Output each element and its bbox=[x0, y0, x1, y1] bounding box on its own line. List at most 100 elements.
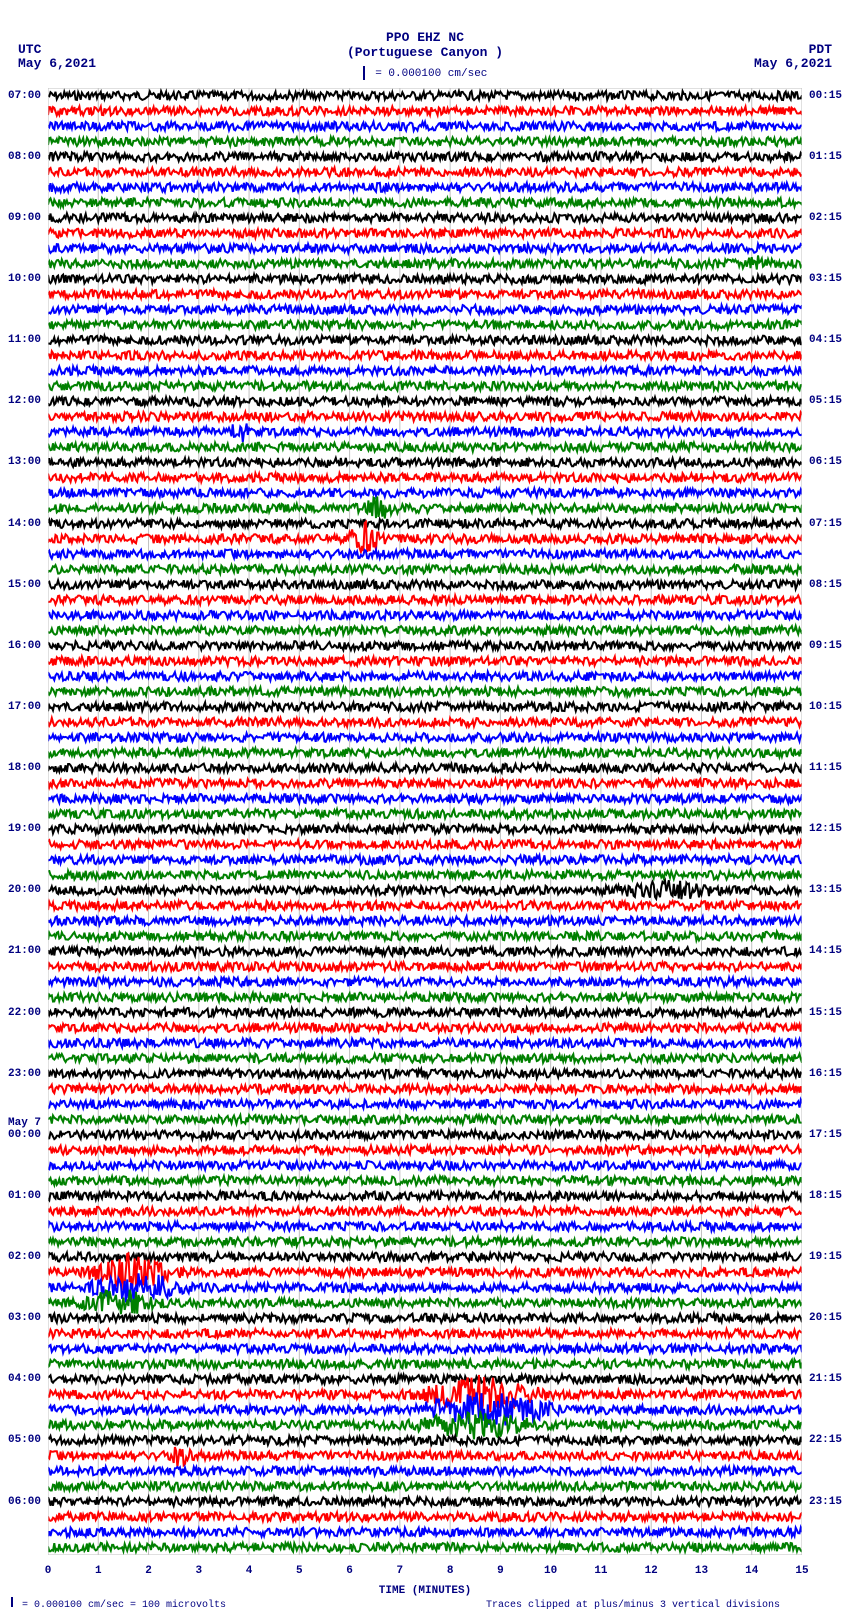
trace-64 bbox=[48, 1069, 802, 1078]
x-tick-label: 6 bbox=[346, 1565, 353, 1577]
right-time-label: 12:15 bbox=[809, 823, 842, 835]
trace-60 bbox=[48, 1008, 802, 1017]
trace-48 bbox=[48, 825, 802, 834]
trace-15 bbox=[48, 320, 802, 329]
trace-20 bbox=[48, 397, 802, 406]
x-axis: 0123456789101112131415 bbox=[48, 1561, 802, 1581]
trace-89 bbox=[48, 1447, 802, 1467]
trace-46 bbox=[48, 794, 802, 803]
trace-6 bbox=[48, 183, 802, 192]
right-time-label: 15:15 bbox=[809, 1007, 842, 1019]
trace-19 bbox=[48, 382, 802, 391]
x-tick-label: 0 bbox=[45, 1565, 52, 1577]
right-time-label: 00:15 bbox=[809, 90, 842, 102]
plot-area bbox=[48, 88, 802, 1555]
left-time-label: 19:00 bbox=[8, 823, 41, 835]
trace-49 bbox=[48, 840, 802, 849]
right-time-label: 08:15 bbox=[809, 579, 842, 591]
trace-26 bbox=[48, 489, 802, 498]
trace-29 bbox=[48, 522, 802, 552]
trace-25 bbox=[48, 473, 802, 482]
right-time-label: 04:15 bbox=[809, 334, 842, 346]
footer-left-text: = 0.000100 cm/sec = 100 microvolts bbox=[22, 1600, 226, 1611]
right-time-label: 06:15 bbox=[809, 456, 842, 468]
trace-57 bbox=[48, 962, 802, 971]
trace-67 bbox=[48, 1115, 802, 1124]
trace-1 bbox=[48, 106, 802, 115]
trace-17 bbox=[48, 351, 802, 360]
trace-33 bbox=[48, 595, 802, 604]
trace-82 bbox=[48, 1344, 802, 1353]
left-time-label: 18:00 bbox=[8, 762, 41, 774]
trace-34 bbox=[48, 611, 802, 620]
trace-0 bbox=[48, 91, 802, 100]
left-time-label: 01:00 bbox=[8, 1190, 41, 1202]
left-time-label: 13:00 bbox=[8, 456, 41, 468]
trace-62 bbox=[48, 1039, 802, 1048]
trace-50 bbox=[48, 855, 802, 864]
trace-65 bbox=[48, 1084, 802, 1093]
trace-18 bbox=[48, 366, 802, 375]
trace-80 bbox=[48, 1314, 802, 1323]
trace-2 bbox=[48, 122, 802, 131]
left-time-label: 15:00 bbox=[8, 579, 41, 591]
right-time-label: 11:15 bbox=[809, 762, 842, 774]
trace-13 bbox=[48, 290, 802, 299]
trace-87 bbox=[48, 1413, 802, 1440]
trace-47 bbox=[48, 809, 802, 818]
right-time-label: 07:15 bbox=[809, 518, 842, 530]
trace-16 bbox=[48, 336, 802, 345]
trace-22 bbox=[48, 424, 802, 443]
trace-51 bbox=[48, 871, 802, 880]
trace-30 bbox=[48, 550, 802, 559]
location-subtitle: (Portuguese Canyon ) bbox=[0, 45, 850, 60]
trace-38 bbox=[48, 672, 802, 681]
right-time-label: 03:15 bbox=[809, 273, 842, 285]
trace-95 bbox=[48, 1543, 802, 1552]
trace-14 bbox=[48, 305, 802, 314]
trace-52 bbox=[48, 880, 802, 899]
x-tick-label: 10 bbox=[544, 1565, 557, 1577]
right-time-label: 20:15 bbox=[809, 1312, 842, 1324]
x-tick-label: 4 bbox=[246, 1565, 253, 1577]
trace-45 bbox=[48, 779, 802, 788]
trace-37 bbox=[48, 657, 802, 666]
left-time-label: 09:00 bbox=[8, 212, 41, 224]
left-time-label: 07:00 bbox=[8, 90, 41, 102]
trace-24 bbox=[48, 458, 802, 467]
trace-92 bbox=[48, 1497, 802, 1506]
left-time-label: 17:00 bbox=[8, 701, 41, 713]
trace-70 bbox=[48, 1161, 802, 1170]
trace-58 bbox=[48, 978, 802, 987]
trace-54 bbox=[48, 916, 802, 925]
trace-84 bbox=[48, 1375, 802, 1384]
trace-81 bbox=[48, 1329, 802, 1338]
right-time-label: 21:15 bbox=[809, 1373, 842, 1385]
trace-73 bbox=[48, 1207, 802, 1216]
left-time-label: 21:00 bbox=[8, 945, 41, 957]
right-time-label: 09:15 bbox=[809, 640, 842, 652]
left-time-label: 22:00 bbox=[8, 1007, 41, 1019]
trace-56 bbox=[48, 947, 802, 956]
trace-3 bbox=[48, 137, 802, 146]
x-axis-title: TIME (MINUTES) bbox=[0, 1585, 850, 1597]
x-tick-label: 15 bbox=[795, 1565, 808, 1577]
trace-4 bbox=[48, 152, 802, 161]
right-time-label: 17:15 bbox=[809, 1129, 842, 1141]
x-tick-label: 8 bbox=[447, 1565, 454, 1577]
trace-9 bbox=[48, 229, 802, 238]
left-time-label: 03:00 bbox=[8, 1312, 41, 1324]
left-time-label: 06:00 bbox=[8, 1496, 41, 1508]
trace-59 bbox=[48, 993, 802, 1002]
left-time-label: May 7 bbox=[8, 1117, 41, 1129]
left-time-label: 05:00 bbox=[8, 1434, 41, 1446]
trace-21 bbox=[48, 412, 802, 421]
x-tick-label: 9 bbox=[497, 1565, 504, 1577]
right-time-label: 22:15 bbox=[809, 1434, 842, 1446]
footer-scale-text: = 0.000100 cm/sec = 100 microvolts bbox=[8, 1597, 226, 1611]
left-time-label: 04:00 bbox=[8, 1373, 41, 1385]
x-tick-label: 3 bbox=[195, 1565, 202, 1577]
trace-41 bbox=[48, 718, 802, 727]
footer-scale-bar-icon bbox=[11, 1597, 13, 1607]
scale-bar-icon bbox=[363, 66, 365, 80]
